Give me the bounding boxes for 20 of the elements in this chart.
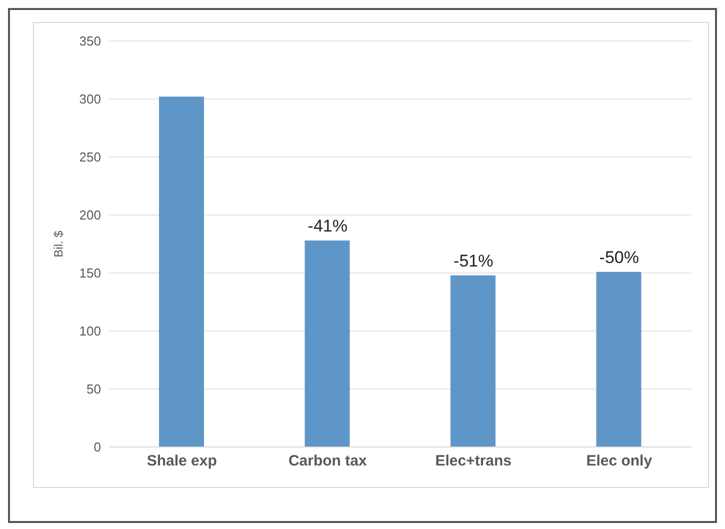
y-tick-label: 200	[79, 208, 101, 223]
x-tick-label: Carbon tax	[288, 452, 368, 470]
bar	[450, 275, 496, 447]
x-tick-label: Elec+trans	[435, 452, 512, 470]
x-tick-label: Shale exp	[146, 452, 217, 470]
x-tick-label: Elec only	[586, 452, 653, 470]
y-tick-label: 50	[86, 382, 101, 397]
y-tick-label: 300	[79, 92, 101, 107]
y-tick-label: 150	[79, 266, 101, 281]
y-tick-label: 0	[94, 440, 101, 455]
y-tick-label: 250	[79, 150, 101, 165]
bar	[596, 272, 642, 447]
y-tick-label: 350	[79, 34, 101, 49]
y-axis-title: Bil. $	[51, 230, 66, 258]
annotation: -51%	[454, 251, 494, 270]
y-tick-label: 100	[79, 324, 101, 339]
annotation: -50%	[599, 248, 639, 267]
bar	[304, 240, 350, 447]
annotation: -41%	[308, 216, 348, 236]
bar	[159, 96, 204, 447]
